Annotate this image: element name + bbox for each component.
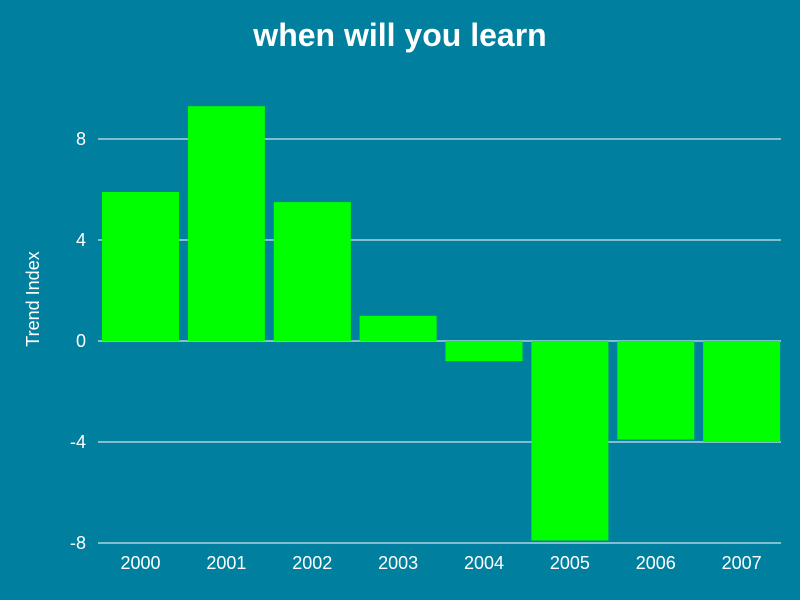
x-tick-labels: 2000 2001 2002 2003 2004 2005 2006 2007 bbox=[120, 553, 761, 573]
x-tick-label: 2002 bbox=[292, 553, 332, 573]
x-tick-label: 2006 bbox=[636, 553, 676, 573]
y-tick-labels: -8 -4 0 4 8 bbox=[70, 129, 86, 553]
y-tick-label: 8 bbox=[76, 129, 86, 149]
x-tick-label: 2007 bbox=[722, 553, 762, 573]
chart-title: when will you learn bbox=[252, 17, 546, 53]
x-tick-label: 2005 bbox=[550, 553, 590, 573]
bar-2004 bbox=[445, 341, 523, 362]
y-tick-label: 4 bbox=[76, 230, 86, 250]
bar-2007 bbox=[703, 341, 781, 442]
y-tick-label: 0 bbox=[76, 331, 86, 351]
bar-2000 bbox=[102, 192, 179, 341]
x-tick-label: 2001 bbox=[206, 553, 246, 573]
bar-2001 bbox=[187, 106, 265, 341]
x-tick-label: 2003 bbox=[378, 553, 418, 573]
bars bbox=[102, 106, 781, 541]
bar-2005 bbox=[531, 341, 609, 541]
y-tick-label: -8 bbox=[70, 533, 86, 553]
x-tick-label: 2000 bbox=[120, 553, 160, 573]
y-axis-label: Trend Index bbox=[23, 251, 43, 346]
bar-2006 bbox=[617, 341, 695, 440]
y-tick-label: -4 bbox=[70, 432, 86, 452]
x-tick-label: 2004 bbox=[464, 553, 504, 573]
bar-2003 bbox=[359, 315, 437, 342]
bar-2002 bbox=[273, 202, 351, 341]
